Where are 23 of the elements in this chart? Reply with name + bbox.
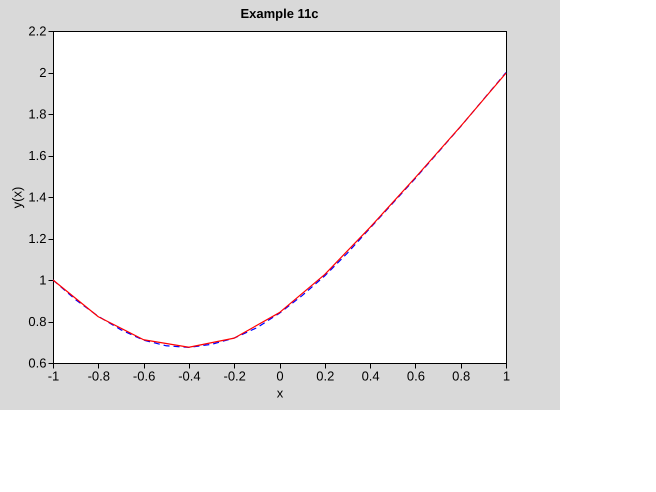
- y-tick-label: 1.6: [28, 148, 46, 163]
- y-tick-label: 1: [39, 272, 46, 288]
- x-tick-label: -0.2: [223, 368, 246, 384]
- x-tick-label: 0.6: [406, 368, 425, 384]
- x-tick-label: 1: [502, 368, 510, 384]
- x-tick-label: 0.8: [452, 368, 470, 384]
- y-tick-label: 2.2: [28, 24, 46, 38]
- y-tick-label: 1.2: [28, 231, 46, 246]
- y-tick-label: 0.8: [28, 314, 46, 329]
- x-tick-label: -0.4: [178, 368, 201, 384]
- y-tick-label: 1.4: [28, 190, 46, 204]
- y-tick-label: 1.8: [28, 106, 46, 122]
- chart-title: Example 11c: [240, 6, 319, 21]
- x-axis-title: x: [276, 386, 284, 400]
- y-tick-label: 0.6: [28, 356, 46, 370]
- y-axis-title: y(x): [9, 186, 24, 208]
- x-tick-label: -0.6: [132, 368, 156, 384]
- x-tick-label: -0.8: [88, 368, 110, 384]
- x-tick-label: -1: [48, 368, 60, 384]
- y-tick-label: 2: [39, 65, 46, 80]
- x-tick-label: 0: [276, 368, 284, 384]
- x-tick-label: 0.4: [362, 368, 380, 384]
- x-tick-label: 0.2: [316, 368, 334, 384]
